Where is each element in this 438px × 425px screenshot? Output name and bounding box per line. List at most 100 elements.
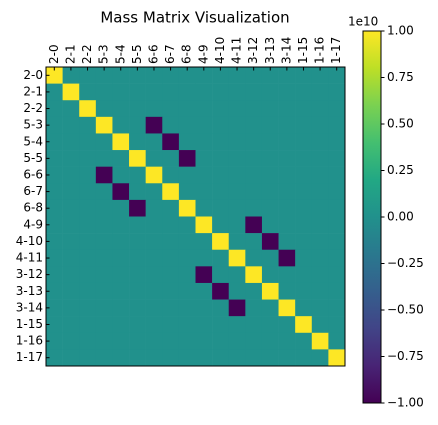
cell (145, 183, 163, 201)
cell (162, 100, 180, 118)
cell (311, 199, 329, 217)
cell (129, 266, 146, 284)
cell (245, 199, 263, 217)
cell (195, 233, 213, 251)
cell (328, 299, 346, 317)
cell (245, 316, 263, 334)
cell (178, 183, 196, 201)
cell (328, 216, 346, 234)
cell (311, 216, 329, 234)
cell (62, 216, 80, 234)
cell (79, 100, 97, 118)
cell (328, 233, 346, 251)
cell (46, 183, 63, 201)
y-tick-label: 4-10 (16, 234, 43, 248)
cell (328, 183, 346, 201)
cell (228, 216, 246, 234)
colorbar (362, 30, 382, 404)
cell (212, 100, 230, 118)
cell (178, 233, 196, 251)
cell (79, 133, 97, 151)
cell (212, 133, 230, 151)
x-tick-label: 2-2 (80, 44, 94, 64)
cell (195, 199, 213, 217)
cell (129, 216, 146, 234)
cell (178, 349, 196, 367)
cell (129, 116, 146, 134)
cell (178, 133, 196, 151)
cell (145, 332, 163, 350)
cell (212, 67, 230, 84)
cell (311, 83, 329, 101)
cell (95, 316, 113, 334)
cell (46, 332, 63, 350)
cell (162, 299, 180, 317)
cell (228, 349, 246, 367)
cell (162, 199, 180, 217)
cell (295, 282, 313, 300)
cell (79, 216, 97, 234)
cell (195, 316, 213, 334)
colorbar-tick-label: 0.25 (387, 163, 414, 177)
cell (195, 116, 213, 134)
cell (245, 183, 263, 201)
cell (245, 233, 263, 251)
cell (261, 83, 279, 101)
cell (95, 299, 113, 317)
cell (311, 316, 329, 334)
cell (245, 299, 263, 317)
colorbar-tick-label: −0.25 (387, 256, 424, 270)
cell (195, 282, 213, 300)
cell (95, 282, 113, 300)
x-tick-label: 1-15 (296, 37, 310, 64)
cell (46, 150, 63, 167)
y-tick-label: 4-9 (23, 217, 43, 231)
cell (95, 332, 113, 350)
cell (245, 133, 263, 151)
cell (195, 299, 213, 317)
cell (245, 216, 263, 234)
cell (112, 133, 130, 151)
plot-frame (45, 66, 346, 367)
x-tick-label: 5-3 (97, 44, 111, 64)
cell (162, 282, 180, 300)
cell (112, 316, 130, 334)
cell (195, 349, 213, 367)
cell (195, 249, 213, 267)
cell (95, 100, 113, 118)
cell (278, 216, 296, 234)
cell (261, 216, 279, 234)
x-tick-label: 4-11 (230, 37, 244, 64)
cell (112, 266, 130, 284)
y-tick-label: 2-1 (23, 84, 43, 98)
cell (162, 116, 180, 134)
cell (278, 133, 296, 151)
cell (212, 316, 230, 334)
cell (195, 67, 213, 84)
cell (178, 67, 196, 84)
cell (195, 83, 213, 101)
y-tick-label: 2-0 (23, 68, 43, 82)
cell (79, 233, 97, 251)
cell (311, 332, 329, 350)
cell (145, 349, 163, 367)
x-tick-label: 6-8 (180, 44, 194, 64)
y-tick-label: 6-6 (23, 167, 43, 181)
cell (79, 299, 97, 317)
cell (212, 116, 230, 134)
y-tick-label: 1-16 (16, 334, 43, 348)
cell (79, 332, 97, 350)
cell (129, 100, 146, 118)
cell (46, 116, 63, 134)
cell (62, 199, 80, 217)
cell (245, 266, 263, 284)
colorbar-tick-label: 1.00 (387, 24, 414, 38)
cell (162, 266, 180, 284)
cell (295, 199, 313, 217)
cell (228, 116, 246, 134)
cell (328, 332, 346, 350)
cell (295, 133, 313, 151)
cell (178, 249, 196, 267)
cell (295, 150, 313, 167)
cell (212, 216, 230, 234)
